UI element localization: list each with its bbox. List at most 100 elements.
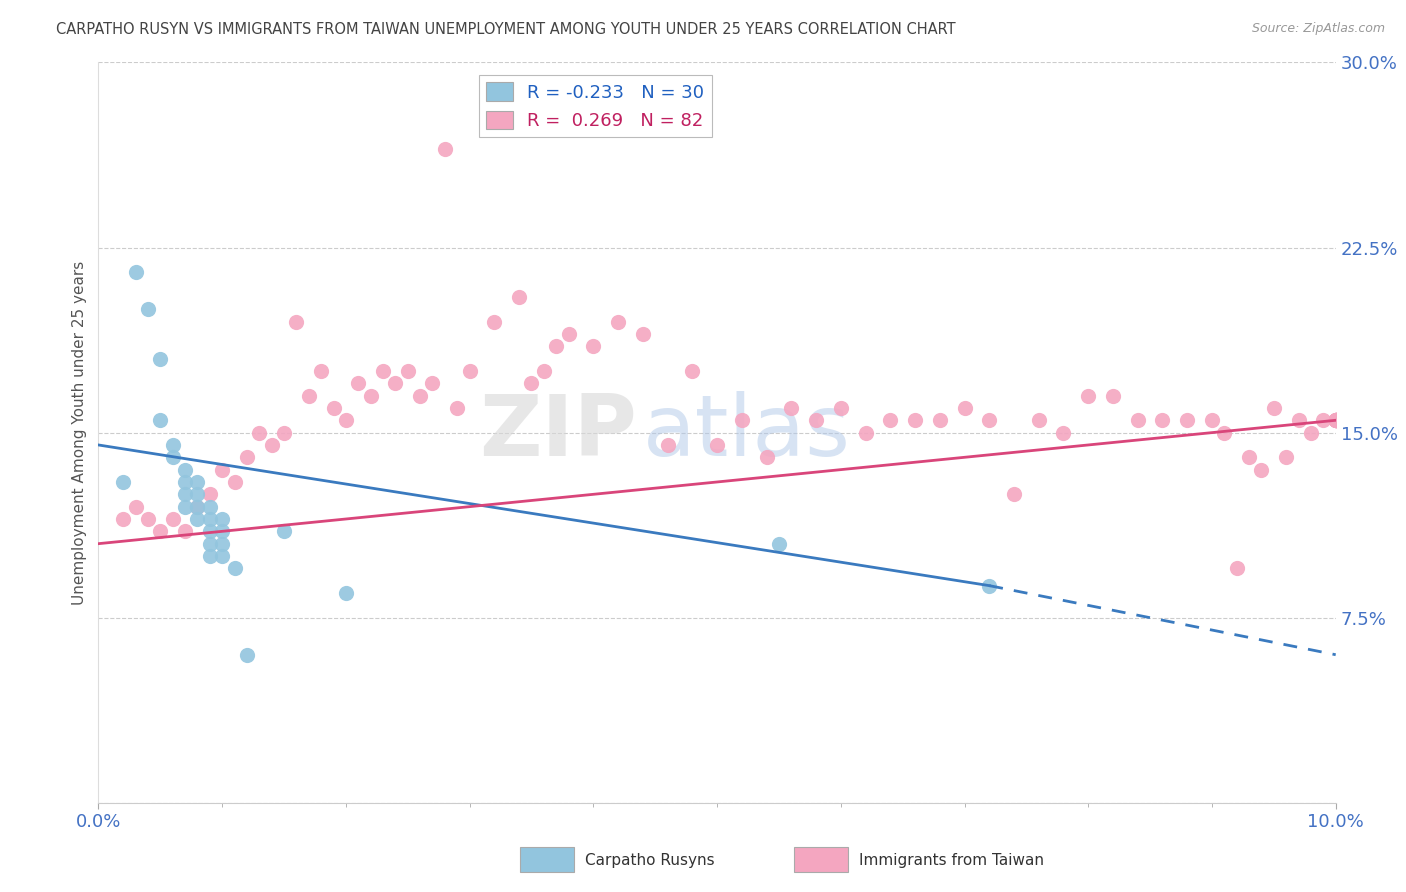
Text: Immigrants from Taiwan: Immigrants from Taiwan	[859, 854, 1045, 868]
Point	[198, 536, 221, 550]
Point	[582, 339, 605, 353]
Point	[433, 142, 456, 156]
Point	[112, 475, 135, 489]
Point	[458, 364, 481, 378]
Point	[174, 487, 197, 501]
Point	[347, 376, 370, 391]
Point	[136, 512, 159, 526]
Point	[211, 536, 233, 550]
Point	[855, 425, 877, 440]
Point	[546, 339, 568, 353]
Point	[211, 549, 233, 563]
Point	[174, 462, 197, 476]
Point	[1175, 413, 1198, 427]
Point	[198, 512, 221, 526]
Point	[174, 500, 197, 514]
Point	[731, 413, 754, 427]
Point	[335, 586, 357, 600]
Point	[484, 314, 506, 328]
Point	[174, 524, 197, 539]
Point	[768, 536, 790, 550]
Point	[198, 487, 221, 501]
Point	[1324, 413, 1347, 427]
Point	[780, 401, 803, 415]
Point	[149, 524, 172, 539]
Point	[979, 413, 1001, 427]
Point	[533, 364, 555, 378]
Point	[186, 512, 208, 526]
Point	[631, 326, 654, 341]
Point	[136, 302, 159, 317]
Point	[1275, 450, 1298, 465]
Point	[124, 265, 146, 279]
Point	[298, 388, 321, 402]
Point	[755, 450, 778, 465]
Point	[1324, 413, 1347, 427]
Point	[198, 500, 221, 514]
Text: CARPATHO RUSYN VS IMMIGRANTS FROM TAIWAN UNEMPLOYMENT AMONG YOUTH UNDER 25 YEARS: CARPATHO RUSYN VS IMMIGRANTS FROM TAIWAN…	[56, 22, 956, 37]
Legend: R = -0.233   N = 30, R =  0.269   N = 82: R = -0.233 N = 30, R = 0.269 N = 82	[478, 75, 711, 137]
Point	[1102, 388, 1125, 402]
Point	[211, 512, 233, 526]
Point	[236, 648, 259, 662]
Point	[174, 475, 197, 489]
Text: Carpatho Rusyns: Carpatho Rusyns	[585, 854, 714, 868]
Point	[224, 475, 246, 489]
Point	[1250, 462, 1272, 476]
Point	[186, 500, 208, 514]
Point	[1152, 413, 1174, 427]
Text: atlas: atlas	[643, 391, 851, 475]
Point	[162, 450, 184, 465]
Point	[1028, 413, 1050, 427]
Point	[1263, 401, 1285, 415]
Point	[446, 401, 468, 415]
Point	[162, 512, 184, 526]
Point	[1226, 561, 1249, 575]
Point	[260, 438, 283, 452]
Point	[1126, 413, 1149, 427]
Point	[211, 462, 233, 476]
Point	[396, 364, 419, 378]
Point	[247, 425, 270, 440]
Point	[879, 413, 901, 427]
Point	[706, 438, 728, 452]
Point	[1237, 450, 1260, 465]
Point	[1002, 487, 1025, 501]
Point	[236, 450, 259, 465]
Point	[309, 364, 332, 378]
Point	[904, 413, 927, 427]
Point	[1324, 413, 1347, 427]
Point	[1324, 413, 1347, 427]
Point	[112, 512, 135, 526]
Point	[928, 413, 950, 427]
Point	[1324, 413, 1347, 427]
Point	[285, 314, 308, 328]
Point	[979, 579, 1001, 593]
Point	[186, 487, 208, 501]
Point	[1299, 425, 1322, 440]
Point	[162, 438, 184, 452]
Point	[273, 425, 295, 440]
Point	[186, 500, 208, 514]
Point	[1324, 413, 1347, 427]
Y-axis label: Unemployment Among Youth under 25 years: Unemployment Among Youth under 25 years	[72, 260, 87, 605]
Point	[1077, 388, 1099, 402]
Point	[124, 500, 146, 514]
Point	[198, 549, 221, 563]
Point	[557, 326, 579, 341]
Point	[681, 364, 703, 378]
Point	[1324, 413, 1347, 427]
Point	[1052, 425, 1074, 440]
Point	[224, 561, 246, 575]
Point	[953, 401, 976, 415]
Point	[1324, 413, 1347, 427]
Point	[1324, 413, 1347, 427]
Point	[607, 314, 630, 328]
Point	[1312, 413, 1334, 427]
Point	[657, 438, 679, 452]
Point	[1288, 413, 1310, 427]
Point	[371, 364, 394, 378]
Point	[198, 524, 221, 539]
Point	[384, 376, 406, 391]
Point	[322, 401, 344, 415]
